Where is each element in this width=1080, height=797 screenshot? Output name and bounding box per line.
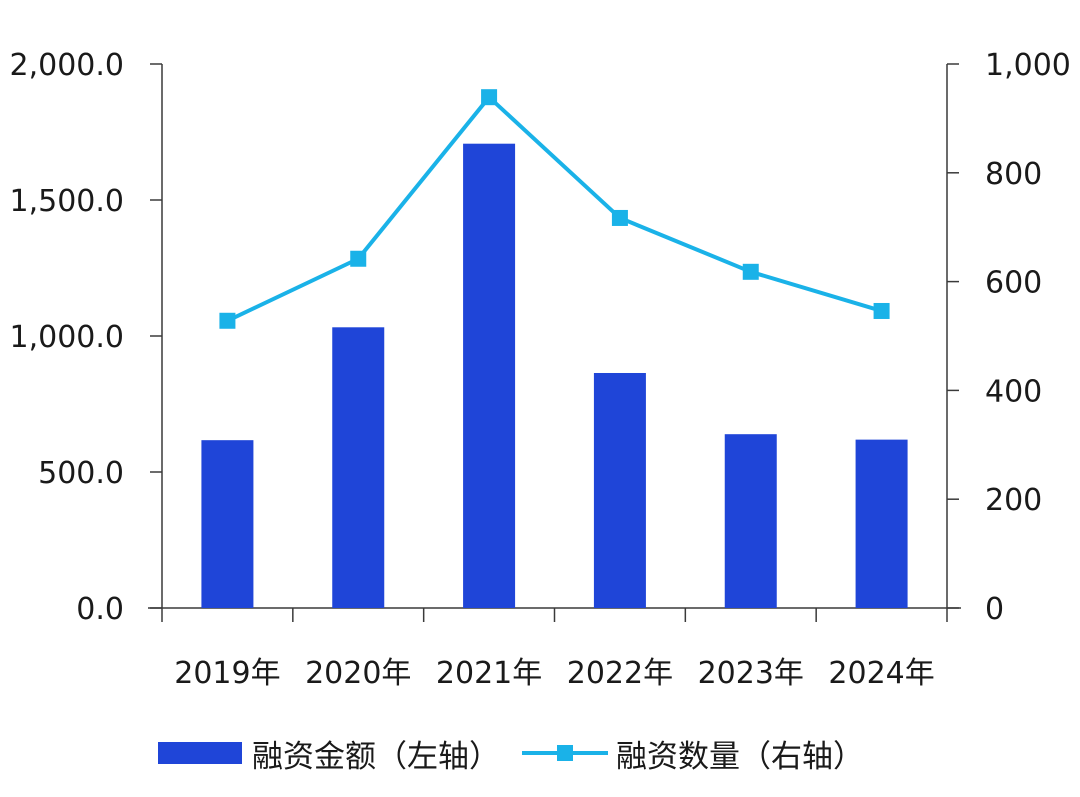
line-point	[350, 250, 367, 267]
right-tick-label: 200	[985, 483, 1042, 518]
bar	[201, 440, 254, 608]
x-tick-label: 2019年	[174, 656, 280, 691]
right-y-axis: 0 200 400 600 800 1,000	[946, 48, 1071, 627]
legend-line-swatch	[522, 742, 608, 764]
bar	[463, 143, 516, 609]
bar	[855, 439, 908, 608]
x-tick-label: 2022年	[567, 656, 673, 691]
right-tick-label: 0	[985, 592, 1004, 627]
left-tick-label: 1,000.0	[9, 320, 124, 355]
line-series	[219, 89, 890, 329]
x-tick-label: 2021年	[436, 656, 542, 691]
line-point	[219, 312, 236, 329]
bar	[593, 372, 646, 608]
right-tick-label: 1,000	[985, 48, 1071, 83]
left-y-axis: 0.0 500.0 1,000.0 1,500.0 2,000.0	[9, 48, 163, 627]
legend-bar-swatch	[158, 742, 242, 764]
x-axis: 2019年 2020年 2021年 2022年 2023年 2024年	[148, 607, 961, 691]
line-point	[742, 263, 759, 280]
left-tick-label: 500.0	[38, 456, 124, 491]
bar-series	[201, 143, 908, 609]
line-point	[481, 89, 498, 106]
left-tick-label: 0.0	[76, 592, 124, 627]
line-point	[611, 209, 628, 226]
legend-item-count: 融资数量（右轴）	[500, 731, 864, 776]
right-tick-label: 400	[985, 374, 1042, 409]
right-tick-label: 600	[985, 266, 1042, 301]
bar	[724, 434, 777, 608]
left-tick-label: 1,500.0	[9, 184, 124, 219]
bar	[332, 327, 385, 608]
right-tick-label: 800	[985, 157, 1042, 192]
legend-label-count: 融资数量（右轴）	[616, 738, 864, 775]
left-tick-label: 2,000.0	[9, 48, 124, 83]
legend-item-amount: 融资金额（左轴）	[158, 731, 500, 776]
line-point	[873, 302, 890, 319]
legend: 融资金额（左轴） 融资数量（右轴）	[158, 728, 864, 778]
legend-label-amount: 融资金额（左轴）	[252, 738, 500, 775]
x-tick-label: 2023年	[698, 656, 804, 691]
line-path	[226, 95, 883, 323]
x-tick-label: 2024年	[828, 656, 934, 691]
x-tick-label: 2020年	[305, 656, 411, 691]
